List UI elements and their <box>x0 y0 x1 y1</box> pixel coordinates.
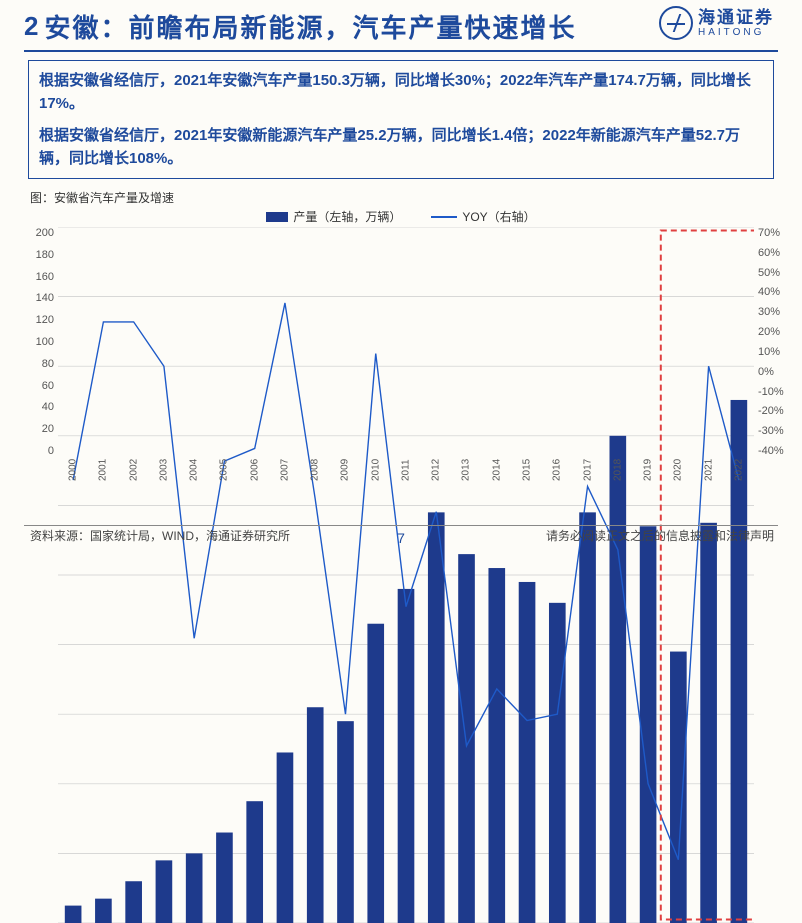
chart-title: 图：安徽省汽车产量及增速 <box>30 189 802 206</box>
x-axis-labels: 2000200120022003200420052006200720082009… <box>58 457 754 487</box>
section-number: 2 <box>24 11 38 42</box>
chart-legend: 产量（左轴，万辆） YOY（右轴） <box>0 208 802 225</box>
y-left-tick: 60 <box>28 380 54 392</box>
x-tick: 2009 <box>330 457 360 487</box>
summary-p2: 根据安徽省经信厅，2021年安徽新能源汽车产量25.2万辆，同比增长1.4倍；2… <box>39 124 763 171</box>
x-tick: 2006 <box>240 457 270 487</box>
x-tick: 2013 <box>451 457 481 487</box>
legend-yoy: YOY（右轴） <box>431 208 535 225</box>
y-right-tick: 0% <box>758 366 792 378</box>
y-right-tick: 70% <box>758 227 792 239</box>
footer-divider <box>24 525 778 526</box>
y-right-tick: -20% <box>758 405 792 417</box>
y-right-tick: 10% <box>758 346 792 358</box>
x-tick: 2016 <box>542 457 572 487</box>
haitong-logo: 海通证券 HAITONG <box>659 6 774 40</box>
x-tick: 2012 <box>421 457 451 487</box>
slide-header: 2 安徽：前瞻布局新能源，汽车产量快速增长 海通证券 HAITONG <box>0 0 802 50</box>
y-left-tick: 120 <box>28 314 54 326</box>
province-name: 安徽： <box>44 13 128 43</box>
y-right-tick: 40% <box>758 286 792 298</box>
x-tick: 2014 <box>482 457 512 487</box>
y-left-tick: 160 <box>28 271 54 283</box>
x-tick: 2008 <box>300 457 330 487</box>
x-tick: 2010 <box>361 457 391 487</box>
y-left-tick: 80 <box>28 358 54 370</box>
y-right-tick: 30% <box>758 306 792 318</box>
slide-title: 安徽：前瞻布局新能源，汽车产量快速增长 <box>44 8 576 45</box>
y-left-tick: 200 <box>28 227 54 239</box>
y-axis-left: 200180160140120100806040200 <box>28 227 54 457</box>
x-tick: 2011 <box>391 457 421 487</box>
legend-line-label: YOY（右轴） <box>462 208 535 225</box>
x-tick: 2001 <box>88 457 118 487</box>
x-tick: 2020 <box>663 457 693 487</box>
y-left-tick: 100 <box>28 336 54 348</box>
x-tick: 2018 <box>603 457 633 487</box>
title-text: 前瞻布局新能源，汽车产量快速增长 <box>128 13 576 43</box>
x-tick: 2005 <box>209 457 239 487</box>
y-right-tick: 60% <box>758 247 792 259</box>
y-axis-right: 70% 60% 50% 40% 30% 20% 10% 0% -10% -20% -30% -40% <box>758 227 792 457</box>
chart-plot <box>58 227 754 923</box>
legend-bar-icon <box>266 212 288 222</box>
y-right-tick: 20% <box>758 326 792 338</box>
y-left-tick: 20 <box>28 423 54 435</box>
x-tick: 2022 <box>724 457 754 487</box>
x-tick: 2021 <box>694 457 724 487</box>
production-chart: 200180160140120100806040200 70%60%50%40%… <box>58 227 754 487</box>
legend-bar-label: 产量（左轴，万辆） <box>293 208 401 225</box>
y-left-tick: 140 <box>28 292 54 304</box>
logo-en-text: HAITONG <box>698 28 774 38</box>
legend-production: 产量（左轴，万辆） <box>266 208 401 225</box>
legend-line-icon <box>431 216 457 218</box>
x-tick: 2003 <box>149 457 179 487</box>
summary-p1: 根据安徽省经信厅，2021年安徽汽车产量150.3万辆，同比增长30%；2022… <box>39 69 763 116</box>
x-tick: 2017 <box>573 457 603 487</box>
page-number: 7 <box>397 530 405 546</box>
disclaimer-text: 请务必阅读正文之后的信息披露和法律声明 <box>546 527 774 544</box>
x-tick: 2015 <box>512 457 542 487</box>
logo-cn-text: 海通证券 <box>698 9 774 26</box>
y-right-tick: -30% <box>758 425 792 437</box>
y-right-tick: -10% <box>758 386 792 398</box>
y-left-tick: 40 <box>28 401 54 413</box>
y-right-tick: -40% <box>758 445 792 457</box>
summary-box: 根据安徽省经信厅，2021年安徽汽车产量150.3万辆，同比增长30%；2022… <box>28 60 774 179</box>
x-tick: 2002 <box>119 457 149 487</box>
logo-icon <box>659 6 693 40</box>
x-tick: 2004 <box>179 457 209 487</box>
x-tick: 2007 <box>270 457 300 487</box>
chart-source: 资料来源：国家统计局，WIND，海通证券研究所 <box>30 527 290 544</box>
y-left-tick: 180 <box>28 249 54 261</box>
x-tick: 2000 <box>58 457 88 487</box>
y-left-tick: 0 <box>28 445 54 457</box>
x-tick: 2019 <box>633 457 663 487</box>
y-right-tick: 50% <box>758 267 792 279</box>
header-divider <box>24 50 778 52</box>
